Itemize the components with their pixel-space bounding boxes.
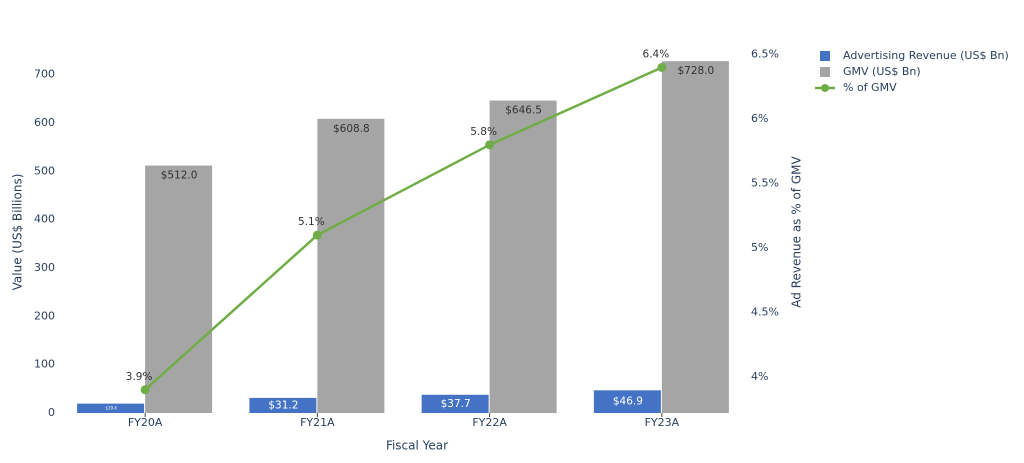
bar-value-label: $646.5 (505, 105, 542, 117)
y-tick-label: 0 (48, 406, 55, 419)
x-tick-label: FY20A (128, 416, 163, 429)
line-point (140, 385, 150, 395)
bar (77, 403, 145, 413)
line-point (657, 62, 667, 72)
bar (489, 100, 557, 414)
bar-value-label: $46.9 (613, 396, 643, 408)
y2-tick-label: 4.5% (751, 305, 779, 318)
bar-value-label: $512.0 (161, 170, 198, 182)
y2-axis-title: Ad Revenue as % of GMV (790, 156, 804, 308)
legend-swatch (820, 51, 830, 61)
line-value-label: 5.1% (298, 216, 325, 228)
bar-value-label: $37.7 (441, 398, 471, 410)
bar-value-label: $608.8 (333, 123, 370, 135)
bar-value-label: $31.2 (268, 399, 298, 411)
bar (317, 118, 385, 413)
line-value-label: 3.9% (126, 371, 153, 383)
legend-marker (821, 84, 829, 92)
line-value-label: 6.4% (643, 48, 670, 60)
y-tick-label: 300 (34, 261, 55, 274)
legend-label: % of GMV (843, 81, 897, 94)
y2-tick-label: 5.5% (751, 177, 779, 190)
x-tick-label: FY22A (472, 416, 507, 429)
x-axis-title: Fiscal Year (386, 439, 448, 453)
y-tick-label: 700 (34, 68, 55, 81)
line-value-label: 5.8% (470, 126, 497, 138)
y-tick-label: 600 (34, 116, 55, 129)
x-tick-label: FY21A (300, 416, 335, 429)
y2-tick-label: 6% (751, 112, 768, 125)
legend-swatch (820, 67, 830, 77)
line-point (312, 230, 322, 240)
bar-value-label: $19.4 (105, 405, 117, 410)
line-point (485, 140, 495, 150)
y-tick-label: 400 (34, 213, 55, 226)
bar (249, 397, 317, 413)
legend-label: GMV (US$ Bn) (843, 65, 921, 78)
y2-tick-label: 5% (751, 241, 768, 254)
y2-tick-label: 4% (751, 370, 768, 383)
bar (421, 394, 489, 413)
y-axis-title: Value (US$ Billions) (11, 174, 25, 291)
y-tick-label: 100 (34, 358, 55, 371)
bar (661, 61, 729, 413)
bar (593, 390, 661, 413)
y2-tick-label: 6.5% (751, 48, 779, 61)
legend-label: Advertising Revenue (US$ Bn) (843, 49, 1009, 62)
y-tick-label: 500 (34, 164, 55, 177)
x-tick-label: FY23A (645, 416, 680, 429)
bar-value-label: $728.0 (678, 65, 715, 77)
y-tick-label: 200 (34, 309, 55, 322)
bar (145, 165, 213, 413)
line (144, 66, 663, 391)
